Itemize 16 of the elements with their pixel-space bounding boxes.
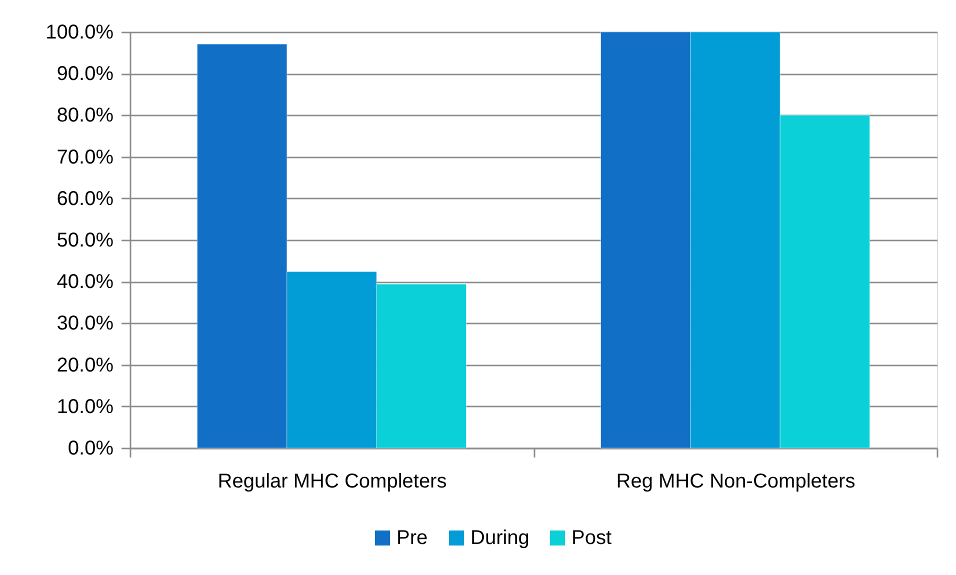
y-tick-label: 90.0% bbox=[56, 63, 114, 86]
y-tick-label: 80.0% bbox=[56, 104, 114, 127]
y-tick-label: 60.0% bbox=[56, 188, 114, 210]
y-tick-label: 50.0% bbox=[56, 230, 114, 252]
legend-label: During bbox=[470, 527, 530, 549]
y-tick-label: 30.0% bbox=[56, 312, 114, 335]
x-tick-label: Regular MHC Completers bbox=[218, 470, 447, 492]
legend-label: Post bbox=[572, 527, 612, 549]
y-tick-label: 100.0% bbox=[46, 22, 114, 44]
y-tick-label: 40.0% bbox=[56, 271, 114, 294]
x-tick-label: Reg MHC Non-Completers bbox=[616, 470, 856, 492]
legend-label: Pre bbox=[396, 527, 428, 549]
y-tick-label: 0.0% bbox=[68, 438, 114, 460]
y-tick-label: 20.0% bbox=[56, 354, 114, 376]
y-tick-label: 70.0% bbox=[56, 146, 114, 168]
y-tick-label: 10.0% bbox=[56, 396, 114, 418]
